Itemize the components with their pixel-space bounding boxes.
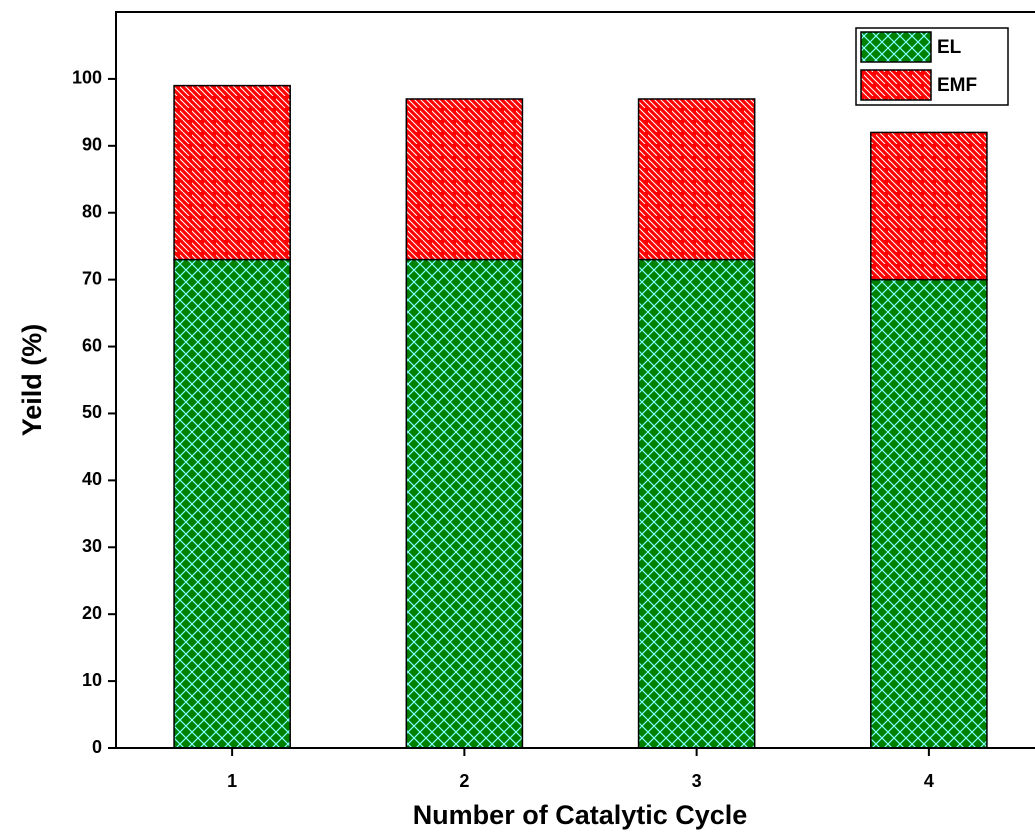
legend-swatch <box>860 69 932 101</box>
bar-segment <box>173 84 291 261</box>
x-tick-label: 1 <box>227 771 237 791</box>
legend-label: EL <box>937 37 962 58</box>
y-tick-label: 80 <box>82 201 102 221</box>
bar-segment <box>405 98 524 261</box>
y-tick-label: 30 <box>82 536 102 556</box>
x-axis-title: Number of Catalytic Cycle <box>413 800 748 830</box>
legend-swatch <box>860 31 932 63</box>
bar-segment <box>405 258 524 749</box>
bar-segment <box>637 258 756 749</box>
legend-label: EMF <box>937 75 977 96</box>
bar-segment <box>637 98 756 261</box>
bar-segment <box>870 278 988 749</box>
y-tick-label: 10 <box>82 670 102 690</box>
axis-frame <box>115 11 1035 749</box>
y-tick-label: 50 <box>82 402 102 422</box>
x-tick-label: 2 <box>459 771 469 791</box>
bar-segment <box>173 258 291 749</box>
bar-segment <box>870 131 988 281</box>
y-tick-label: 70 <box>82 268 102 288</box>
y-tick-label: 60 <box>82 335 102 355</box>
x-tick-label: 4 <box>924 771 934 791</box>
x-tick-label: 3 <box>692 771 702 791</box>
y-tick-label: 20 <box>82 603 102 623</box>
y-tick-label: 0 <box>92 737 102 757</box>
y-tick-label: 40 <box>82 469 102 489</box>
y-axis-title: Yeild (%) <box>17 324 47 437</box>
y-tick-label: 100 <box>72 68 102 88</box>
y-tick-label: 90 <box>82 135 102 155</box>
